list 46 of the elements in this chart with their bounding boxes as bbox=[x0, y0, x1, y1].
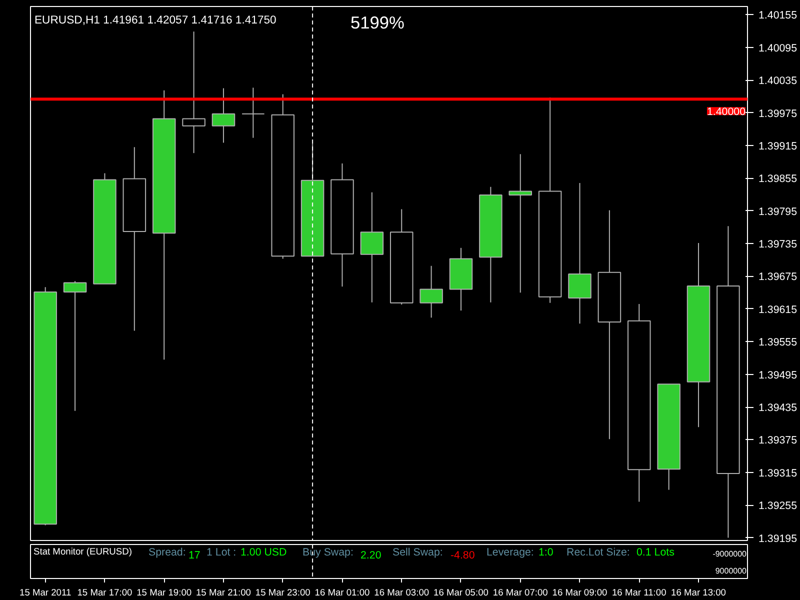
text: Buy Swap: bbox=[302, 546, 354, 558]
y-tick-label: 1.39495 bbox=[758, 369, 798, 382]
text: -9000000 bbox=[712, 550, 748, 558]
x-tick-label: 15 Mar 2011 bbox=[20, 588, 72, 598]
x-tick-label: 15 Mar 19:00 bbox=[136, 588, 192, 598]
y-tick-label: 1.39975 bbox=[758, 108, 798, 120]
x-tick-label: 15 Mar 17:00 bbox=[77, 588, 132, 598]
y-tick-label: 1.40095 bbox=[758, 42, 798, 54]
text: 1 Lot : bbox=[206, 546, 236, 558]
text: 9000000 bbox=[715, 566, 748, 576]
text: 0.1 Lots bbox=[636, 546, 674, 558]
x-tick-label: 16 Mar 13:00 bbox=[671, 588, 726, 598]
y-tick-label: 1.39255 bbox=[758, 500, 798, 512]
y-tick-label: 1.40035 bbox=[758, 75, 798, 88]
y-tick-label: 1.39915 bbox=[758, 140, 798, 152]
text: EURUSD,H1 1.41961 1.42057 1.41716 1.41750 bbox=[34, 14, 276, 26]
text: Leverage: bbox=[486, 546, 534, 558]
y-tick-label: 1.39615 bbox=[758, 304, 798, 316]
x-tick-label: 15 Mar 21:00 bbox=[196, 588, 251, 598]
x-tick-label: 16 Mar 03:00 bbox=[374, 588, 430, 598]
x-tick-label: 16 Mar 11:00 bbox=[612, 588, 666, 598]
y-tick-label: 1.39375 bbox=[758, 434, 798, 447]
y-tick-label: 1.39435 bbox=[758, 402, 798, 414]
text: Rec.Lot Size: bbox=[566, 546, 630, 558]
x-tick-label: 15 Mar 23:00 bbox=[255, 588, 310, 598]
x-tick-label: 16 Mar 05:00 bbox=[434, 588, 488, 598]
text: Stat Monitor (EURUSD) bbox=[34, 546, 132, 556]
y-tick-label: 1.39855 bbox=[758, 173, 798, 186]
text: 2.20 bbox=[360, 550, 382, 562]
text: 1.00 USD bbox=[240, 546, 288, 558]
text: 17 bbox=[188, 550, 200, 562]
y-tick-label: 1.39315 bbox=[758, 467, 798, 480]
text: Spread: bbox=[148, 546, 186, 558]
x-tick-label: 16 Mar 07:00 bbox=[492, 588, 548, 598]
y-tick-label: 1.39795 bbox=[758, 206, 798, 218]
text: 1:0 bbox=[538, 546, 554, 558]
text: -4.80 bbox=[450, 550, 475, 562]
y-tick-label: 1.40155 bbox=[758, 10, 798, 22]
x-tick-label: 16 Mar 09:00 bbox=[552, 588, 608, 598]
y-tick-label: 1.39675 bbox=[758, 271, 798, 284]
y-tick-label: 1.39195 bbox=[758, 532, 798, 545]
annotation: 5199% bbox=[350, 12, 404, 32]
x-tick-label: 16 Mar 01:00 bbox=[314, 588, 370, 598]
y-tick-label: 1.39735 bbox=[758, 238, 798, 251]
y-tick-label: 1.39555 bbox=[758, 336, 798, 349]
text: Sell Swap: bbox=[392, 546, 443, 558]
